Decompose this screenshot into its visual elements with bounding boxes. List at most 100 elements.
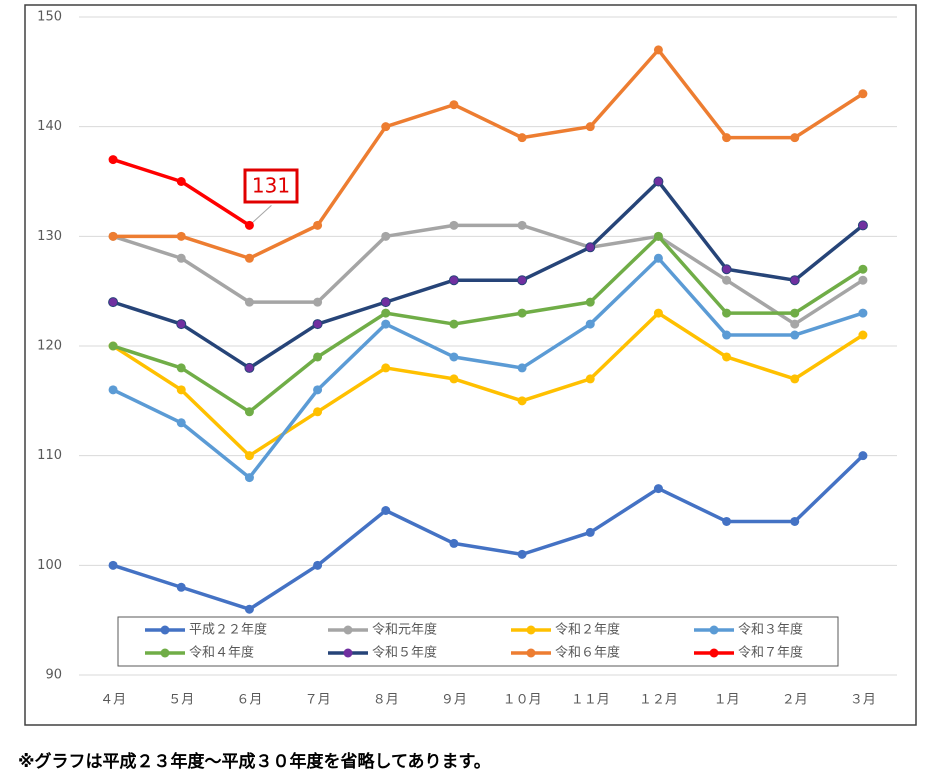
series-line [113, 48, 864, 261]
y-tick-label: 120 [37, 339, 62, 354]
point [722, 330, 732, 340]
point [858, 451, 868, 461]
legend-label: 令和５年度 [372, 645, 437, 661]
series-line [112, 179, 865, 370]
point [585, 297, 595, 307]
legend-marker [709, 648, 719, 658]
point [381, 231, 391, 241]
point [381, 506, 391, 515]
point [722, 308, 732, 318]
point [449, 100, 459, 110]
data-label: 131 [252, 174, 290, 198]
series-line [112, 223, 864, 326]
x-tick-label: ６月 [236, 693, 262, 708]
legend-label: 令和３年度 [738, 622, 803, 638]
callout-line [249, 204, 272, 226]
x-tick-label: ９月 [441, 693, 467, 708]
point [858, 264, 868, 274]
point [108, 385, 118, 395]
point [653, 176, 664, 187]
legend-label: 令和元年度 [372, 622, 437, 638]
x-tick-label: ５月 [168, 693, 194, 708]
point [517, 363, 527, 373]
point [176, 582, 186, 592]
series-line [112, 256, 864, 480]
point [244, 604, 254, 614]
point [722, 352, 732, 362]
point [108, 155, 118, 165]
point [381, 319, 391, 329]
point [449, 538, 459, 548]
legend-marker [343, 625, 353, 635]
point [176, 319, 187, 330]
legend-label: 平成２２年度 [189, 622, 267, 638]
point [653, 308, 663, 318]
legend-marker [709, 625, 719, 635]
point [244, 451, 254, 461]
point [517, 275, 528, 286]
point [857, 220, 868, 231]
point [722, 275, 732, 285]
point [244, 473, 254, 483]
point [313, 352, 323, 362]
point [722, 133, 732, 143]
legend-label: 令和４年度 [189, 645, 254, 661]
point [653, 231, 663, 241]
legend-label: 令和２年度 [555, 622, 620, 638]
point [858, 330, 868, 340]
point [108, 341, 118, 351]
point [108, 560, 118, 570]
y-tick-label: 100 [37, 558, 62, 573]
x-tick-label: １０月 [503, 693, 542, 708]
point [176, 253, 186, 263]
callout-box [243, 168, 299, 204]
series-line [112, 234, 864, 414]
legend-marker [160, 648, 170, 658]
point [244, 407, 254, 417]
point [858, 308, 868, 318]
point [313, 220, 323, 230]
note: ※グラフは平成２３年度～平成３０年度を省略してあります。 [18, 751, 491, 772]
y-tick-label: 110 [37, 448, 62, 463]
point [585, 242, 596, 253]
point [448, 275, 459, 286]
point [858, 275, 868, 285]
point [653, 484, 663, 494]
point [244, 362, 255, 373]
point [381, 363, 391, 373]
point [381, 308, 391, 318]
point [517, 220, 527, 230]
x-tick-label: １２月 [639, 693, 678, 708]
point [517, 396, 527, 406]
point [858, 89, 868, 99]
legend-label: 令和６年度 [555, 645, 620, 661]
point [449, 352, 459, 362]
point [790, 319, 800, 329]
point [244, 220, 254, 230]
point [790, 374, 800, 384]
point [176, 418, 186, 428]
point [313, 407, 323, 417]
point [176, 231, 186, 241]
point [312, 319, 323, 330]
y-tick-label: 130 [37, 229, 62, 244]
legend-marker [343, 648, 353, 658]
point [653, 253, 663, 263]
point [790, 133, 800, 143]
legend-marker [160, 625, 170, 635]
point [449, 220, 459, 230]
legend-marker [526, 625, 536, 635]
x-tick-label: １月 [714, 693, 740, 708]
point [313, 385, 323, 395]
point [381, 122, 391, 132]
point [380, 297, 391, 308]
point [585, 527, 595, 537]
point [244, 253, 254, 263]
point [721, 264, 732, 275]
point [722, 516, 732, 526]
y-tick-label: 150 [37, 10, 62, 25]
x-tick-label: ８月 [373, 693, 399, 708]
point [790, 308, 800, 318]
y-tick-label: 140 [37, 119, 62, 134]
